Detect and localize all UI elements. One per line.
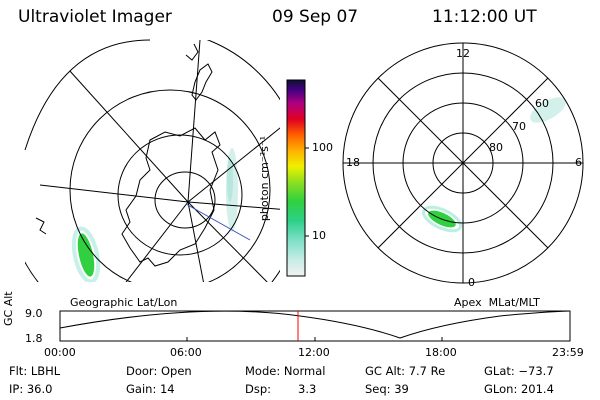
- colorbar-tick-100: 100: [312, 141, 333, 154]
- x-tick-0600: 06:00: [170, 346, 202, 359]
- glat-label: GLat: −73.7: [484, 364, 554, 378]
- dsp-label: Dsp:: [245, 382, 272, 396]
- x-tick-0000: 00:00: [44, 346, 76, 359]
- mlt-label-6: 6: [575, 156, 582, 169]
- x-tick-1800: 18:00: [425, 346, 457, 359]
- colorbar-tick-10: 10: [312, 229, 326, 242]
- gain-label: Gain: 14: [126, 382, 175, 396]
- mlat-label-60: 60: [535, 97, 549, 110]
- x-tick-1200: 12:00: [298, 346, 330, 359]
- gc-alt-label: GC Alt: 7.7 Re: [365, 364, 446, 378]
- colorbar: [286, 79, 309, 277]
- time-label: 11:12:00 UT: [432, 7, 537, 27]
- colorbar-label: photon cm⁻²s⁻¹: [258, 135, 272, 222]
- meridian-lines: [39, 40, 280, 282]
- dsp-value: 3.3: [298, 382, 317, 396]
- ip-label: IP: 36.0: [9, 382, 53, 396]
- x-tick-2359: 23:59: [552, 346, 584, 359]
- instrument-title: Ultraviolet Imager: [18, 7, 172, 27]
- gc-alt-axis-label: GC Alt: [2, 291, 15, 326]
- y-tick-low: 1.8: [25, 332, 43, 345]
- mlat-label-70: 70: [512, 120, 526, 133]
- seq-label: Seq: 39: [365, 382, 409, 396]
- door-label: Door: Open: [126, 364, 192, 378]
- altitude-curve: [59, 310, 571, 339]
- apex-aurora-blob-upper: [530, 97, 566, 123]
- mlt-label-12: 12: [456, 47, 470, 60]
- apex-panel-label: Apex MLat/MLT: [454, 296, 540, 309]
- apex-polar-plot: [342, 42, 584, 284]
- antarctica-coastline: [121, 127, 221, 267]
- mode-label: Mode: Normal: [245, 364, 326, 378]
- latitude-circles: [25, 40, 280, 282]
- geographic-panel-label: Geographic Lat/Lon: [70, 296, 178, 309]
- mlt-label-0: 0: [468, 276, 475, 289]
- terminator-line: [185, 203, 251, 241]
- geographic-map: [25, 40, 280, 282]
- y-tick-high: 9.0: [25, 307, 43, 320]
- filter-label: Flt: LBHL: [9, 364, 61, 378]
- mlat-label-80: 80: [489, 141, 503, 154]
- mlt-label-18: 18: [346, 156, 360, 169]
- altitude-timeline: [59, 310, 571, 342]
- date-label: 09 Sep 07: [272, 7, 359, 27]
- aurora-blob-left: [77, 233, 95, 277]
- glon-label: GLon: 201.4: [484, 382, 554, 396]
